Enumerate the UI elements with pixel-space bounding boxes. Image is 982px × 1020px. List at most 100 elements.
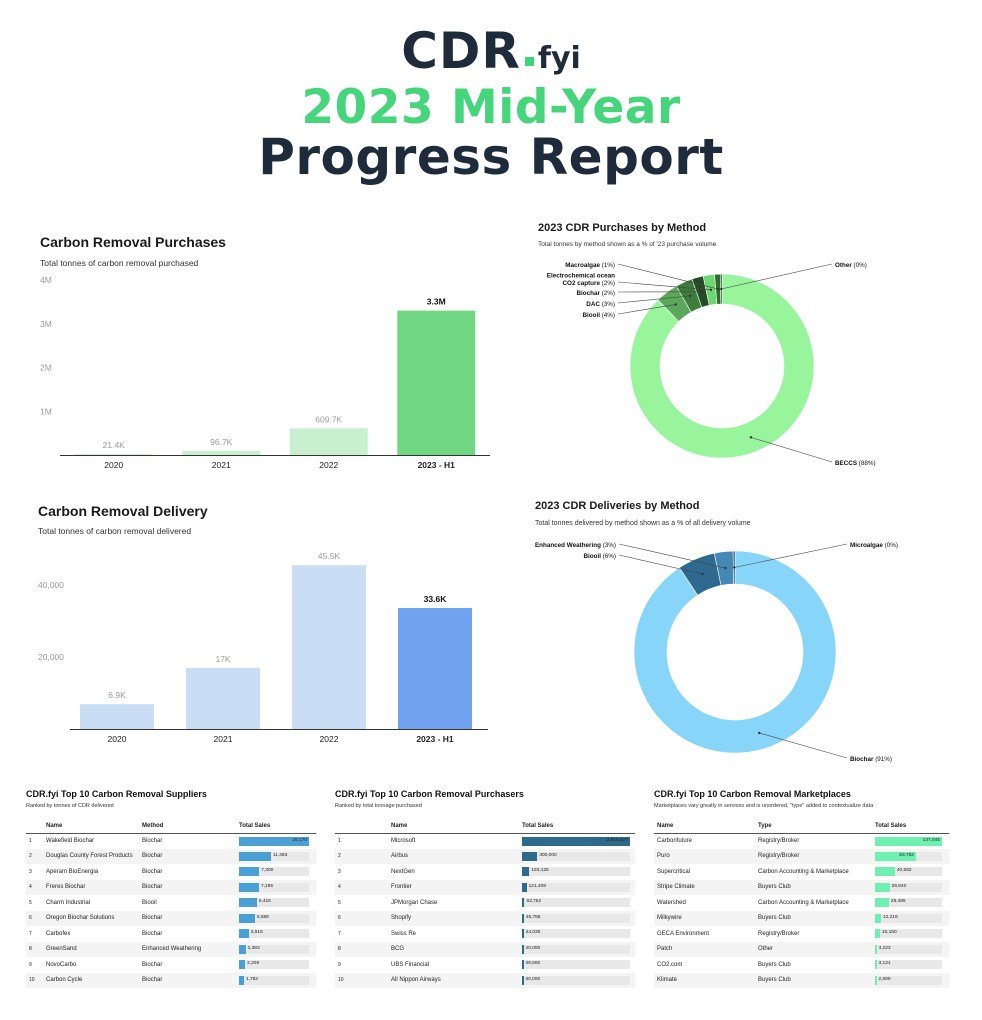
slice-name: Macroalgae <box>565 262 600 269</box>
total-sales-bar-track: 193,125 <box>522 867 630 877</box>
label-leader-dot <box>688 294 692 298</box>
bar <box>182 450 261 455</box>
deliveries-method-subtitle: Total tonnes delivered by method shown a… <box>535 520 751 527</box>
rank-cell: 3 <box>29 868 32 875</box>
column-header-rank <box>26 822 46 834</box>
marketplaces-table-panel: CDR.fyi Top 10 Carbon Removal Marketplac… <box>654 789 949 988</box>
name-cell: Frontier <box>391 879 522 895</box>
label-leader-dot <box>720 287 723 291</box>
bar <box>289 428 368 455</box>
total-sales-value: 7,195 <box>261 883 274 889</box>
slice-label: Other (0%) <box>835 262 867 269</box>
table-row: Supercritical Carbon Accounting & Marketp… <box>654 864 949 880</box>
data-label: 6.9K <box>108 690 126 700</box>
column-header-total-sales: Total Sales <box>522 822 635 834</box>
slice-name: Other <box>835 262 852 269</box>
x-tick-label: 2020 <box>108 734 127 744</box>
rank-cell: 4 <box>26 879 46 895</box>
total-sales-bar <box>239 867 260 877</box>
name-cell: Watershed <box>657 899 686 906</box>
total-sales-bar <box>875 882 890 892</box>
total-sales-cell: 40,000 <box>522 941 635 957</box>
deliveries-method-donut: Biochar (91%)Biooil (6%)Enhanced Weather… <box>535 542 898 763</box>
rank-cell: 10 <box>335 972 391 988</box>
marketplaces-table-subtitle: Marketplaces vary greatly in services an… <box>654 803 874 809</box>
name-cell: Carbofex <box>46 930 71 937</box>
type-cell: Buyers Club <box>758 879 875 895</box>
name-cell: Patch <box>654 941 758 957</box>
delivery-chart-subtitle: Total tonnes of carbon removal delivered <box>38 526 192 536</box>
label-leader-line <box>617 295 691 304</box>
total-sales-value: 25,170 <box>292 837 307 843</box>
slice-percent: (88%) <box>857 460 876 467</box>
total-sales-bar <box>522 882 527 892</box>
slice-label: Biooil (6%) <box>583 553 616 560</box>
purchasers-table: Name Total Sales 1 Microsoft 2,819,627 2 Air… <box>335 822 635 988</box>
total-sales-bar-track: 44,035 <box>522 929 630 939</box>
total-sales-cell: 137,045 <box>875 833 949 849</box>
data-label: 96.7K <box>210 437 233 447</box>
table-row: 5 Charm Industrial Biooil 6,416 <box>26 895 316 911</box>
label-leader-line <box>617 304 676 315</box>
table-row: Watershed Carbon Accounting & Marketplace… <box>654 895 949 911</box>
slice-name: DAC <box>586 301 600 308</box>
table-row: 6 Shopify 46,785 <box>335 910 635 926</box>
slice-label: Biooil (4%) <box>582 312 615 319</box>
total-sales-bar-track: 29,840 <box>875 882 942 892</box>
y-tick-label: 1M <box>40 406 52 416</box>
delivery-bar-chart: 20,000 40,000 6.9K 2020 17K 2021 45.5K 2022 33.6… <box>38 551 488 744</box>
table-row: 7 Carbofex Biochar 3,516 <box>26 926 316 942</box>
column-header-name: Name <box>46 822 142 834</box>
total-sales-cell: 25,170 <box>239 833 316 849</box>
name-cell: GreenSand <box>46 941 142 957</box>
name-cell: Shopify <box>391 910 522 926</box>
table-row: 7 Swiss Re 44,035 <box>335 926 635 942</box>
total-sales-bar <box>522 929 524 939</box>
total-sales-bar <box>875 960 877 970</box>
logo-main-text: CDR <box>401 22 521 80</box>
purchases-method-title: 2023 CDR Purchases by Method <box>538 222 707 234</box>
total-sales-value: 2,383 <box>247 945 260 951</box>
total-sales-bar-track: 2,383 <box>239 944 309 954</box>
x-tick-label: 2021 <box>212 460 231 470</box>
total-sales-bar <box>522 944 524 954</box>
label-leader-dot <box>733 566 736 569</box>
suppliers-table-panel: CDR.fyi Top 10 Carbon Removal Suppliers … <box>26 789 316 988</box>
rank-cell: 7 <box>338 930 341 937</box>
name-cell: UBS Financial <box>391 961 430 968</box>
name-cell: Airbus <box>391 848 522 864</box>
table-row: Puro Registry/Broker 83,752 <box>654 848 949 864</box>
name-cell: JPMorgan Chase <box>391 899 438 906</box>
rank-cell: 2 <box>26 848 46 864</box>
table-row: 9 NovoCarbo Biochar 2,209 <box>26 957 316 973</box>
slice-percent: (6%) <box>601 553 616 560</box>
type-cell: Biochar <box>142 930 163 937</box>
table-row: 10 All Nippon Airways 30,000 <box>335 972 635 988</box>
type-cell: Biochar <box>142 868 163 875</box>
label-leader-dot <box>701 572 704 576</box>
cdr-fyi-logo: CDR fyi <box>0 22 982 80</box>
name-cell: Klimate <box>654 972 758 988</box>
total-sales-bar <box>239 929 249 939</box>
total-sales-bar <box>522 975 524 985</box>
total-sales-bar-track: 7,300 <box>239 867 309 877</box>
type-cell: Registry/Broker <box>758 930 800 937</box>
slice-label: Enhanced Weathering (3%) <box>535 542 616 549</box>
total-sales-bar-track: 3,223 <box>875 944 942 954</box>
type-cell: Biooil <box>142 899 157 906</box>
table-row: CO2.com Buyers Club 3,131 <box>654 957 949 973</box>
table-row: Klimate Buyers Club 2,689 <box>654 972 949 988</box>
table-row: 9 UBS Financial 39,800 <box>335 957 635 973</box>
total-sales-bar <box>239 898 257 908</box>
label-leader-line <box>618 554 703 575</box>
type-cell: Carbon Accounting & Marketplace <box>758 899 849 906</box>
total-sales-cell: 2,209 <box>239 957 316 973</box>
total-sales-cell: 63,752 <box>522 895 635 911</box>
table-row: 8 BCG 40,000 <box>335 941 635 957</box>
total-sales-bar-track: 12,219 <box>875 913 942 923</box>
rank-cell: 6 <box>335 910 391 926</box>
delivery-chart-title: Carbon Removal Delivery <box>38 503 208 519</box>
x-tick-label: 2022 <box>319 460 338 470</box>
name-cell: All Nippon Airways <box>391 972 522 988</box>
total-sales-bar <box>875 975 877 985</box>
